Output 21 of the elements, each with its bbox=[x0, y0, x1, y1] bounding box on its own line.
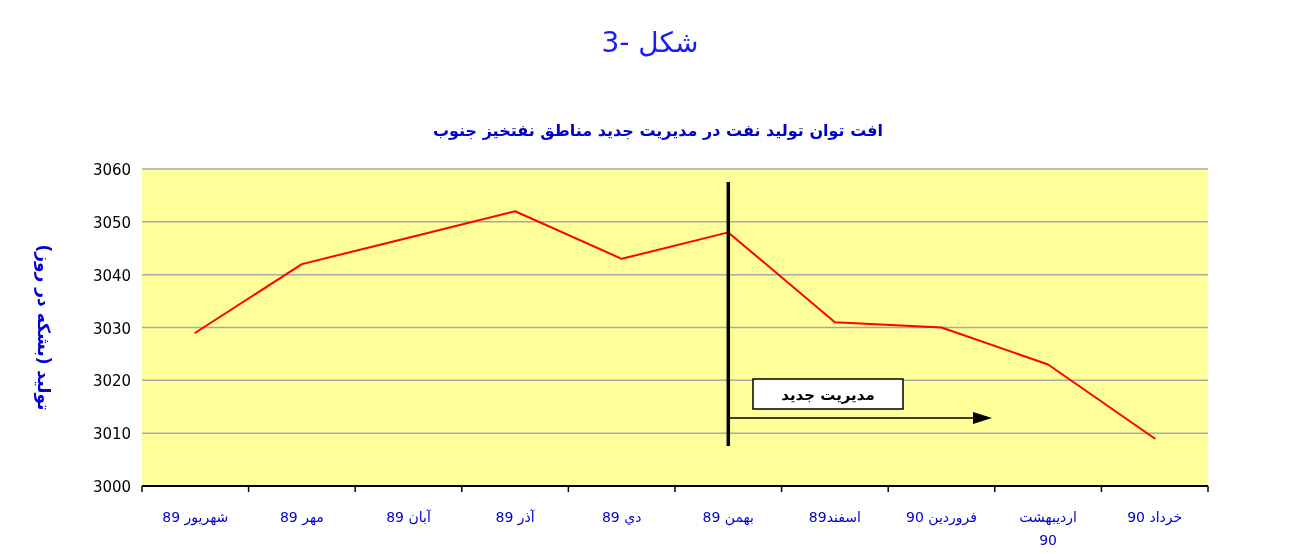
x-tick-label: دي 89 bbox=[601, 509, 642, 526]
y-tick-label: 3050 bbox=[92, 213, 132, 232]
y-tick-label: 3010 bbox=[92, 425, 132, 444]
chart-title: شکل -3 bbox=[601, 26, 699, 59]
x-tick-label: خرداد 90 bbox=[1127, 509, 1183, 526]
x-tick-label: شهریور 89 bbox=[162, 509, 229, 526]
x-tick-label: بهمن 89 bbox=[702, 509, 754, 526]
y-tick-label: 3040 bbox=[92, 266, 132, 285]
ref-line-label: مدیریت جدید bbox=[781, 386, 875, 404]
y-tick-label: 3000 bbox=[92, 478, 132, 496]
y-axis-title: تولید (بشکه در روز) bbox=[33, 244, 54, 411]
x-tick-label: فروردین 90 bbox=[905, 509, 978, 526]
x-tick-label: مهر 89 bbox=[279, 509, 324, 526]
x-tick-label: آبان 89 bbox=[386, 509, 432, 525]
y-tick-label: 3020 bbox=[92, 372, 132, 391]
chart-subtitle: افت توان تولید نفت در مدیریت جدید مناطق نفتخیز جنوب bbox=[432, 121, 884, 140]
x-tick-label: اسفند89 bbox=[808, 509, 861, 525]
y-tick-label: 3030 bbox=[92, 319, 132, 338]
x-tick-label: آذر 89 bbox=[495, 509, 536, 526]
y-tick-label: 3060 bbox=[92, 161, 132, 179]
line-series bbox=[194, 210, 1156, 440]
